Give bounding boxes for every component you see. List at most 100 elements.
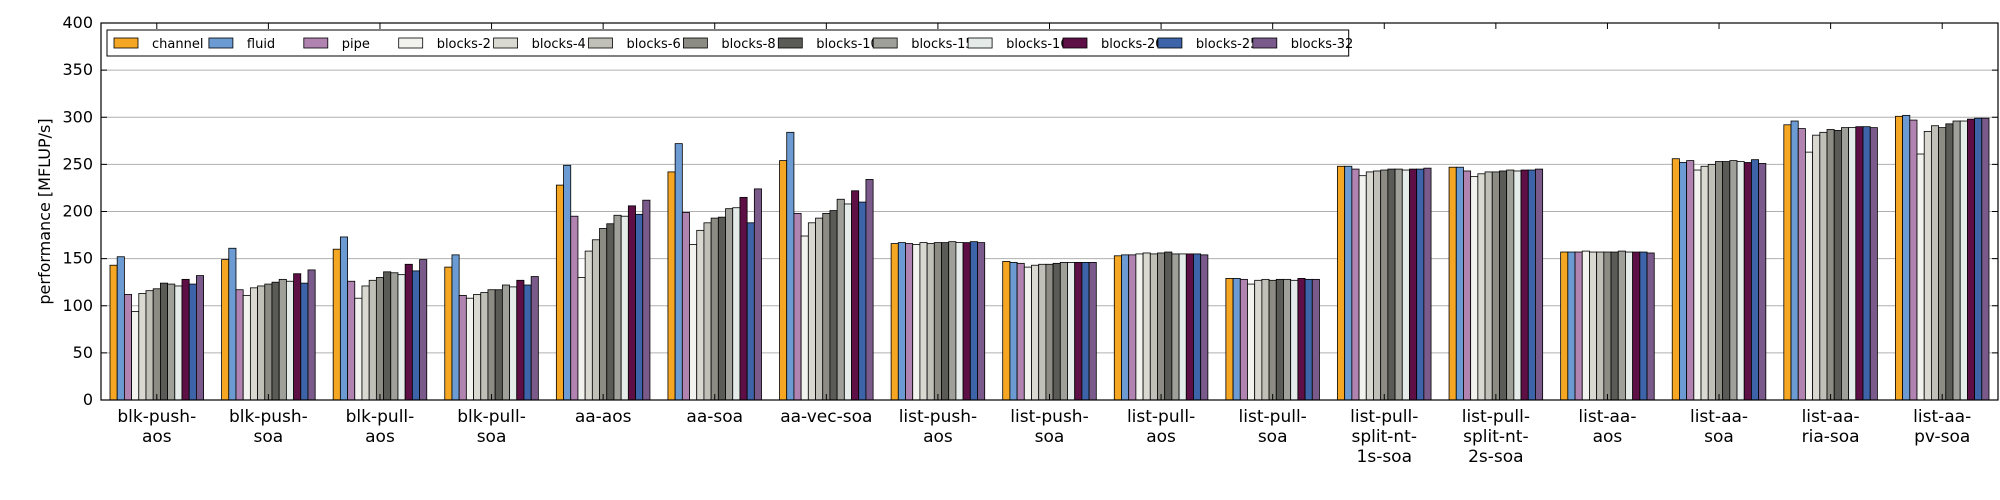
bar-blocks-15 <box>1059 261 1068 401</box>
bar-blocks-6 <box>1261 278 1270 401</box>
bar-blocks-32 <box>865 179 874 401</box>
bar-blocks-4 <box>1589 251 1598 401</box>
bar-blocks-10 <box>1722 161 1731 401</box>
bar-blocks-4 <box>138 293 147 401</box>
x-tick-label: soa <box>254 427 284 447</box>
bar-blocks-16 <box>1848 127 1857 401</box>
bar-blocks-10 <box>1275 278 1284 401</box>
bar-pipe <box>1686 160 1695 401</box>
bar-blocks-20 <box>293 273 302 401</box>
legend-label-blocks-8: blocks-8 <box>721 37 775 52</box>
legend-swatch-blocks-16 <box>967 37 993 49</box>
legend-label-channel: channel <box>152 37 203 52</box>
bar-blocks-6 <box>815 217 824 401</box>
bar-blocks-6 <box>257 285 266 401</box>
bar-blocks-25 <box>1081 261 1090 401</box>
bar-blocks-6 <box>926 243 935 401</box>
bar-blocks-32 <box>1200 254 1209 401</box>
bar-pipe <box>793 212 802 401</box>
bar-channel <box>890 243 899 401</box>
bar-blocks-20 <box>1520 169 1529 401</box>
bar-fluid <box>1344 165 1353 401</box>
bar-pipe <box>458 294 467 401</box>
bar-pipe <box>1909 119 1918 401</box>
bar-blocks-25 <box>1751 159 1760 401</box>
bar-blocks-8 <box>933 242 942 401</box>
bar-blocks-32 <box>977 242 986 401</box>
bar-pipe <box>347 280 356 401</box>
bar-blocks-15 <box>278 278 287 401</box>
bar-fluid <box>786 131 795 401</box>
bar-blocks-16 <box>1625 251 1634 401</box>
bar-blocks-25 <box>1527 169 1536 401</box>
bar-blocks-32 <box>1311 278 1320 401</box>
x-tick-label: list-aa- <box>1578 407 1636 427</box>
bar-pipe <box>681 212 690 401</box>
x-tick-label: soa <box>1035 427 1065 447</box>
bar-blocks-6 <box>1819 131 1828 401</box>
bar-blocks-25 <box>858 201 867 401</box>
bar-blocks-6 <box>1931 125 1940 401</box>
bar-fluid <box>339 236 348 401</box>
bar-blocks-6 <box>1484 171 1493 401</box>
bar-blocks-2 <box>577 277 586 401</box>
bar-blocks-4 <box>473 294 482 401</box>
bar-blocks-4 <box>807 222 816 401</box>
bar-channel <box>444 266 453 401</box>
bar-blocks-4 <box>1254 279 1263 401</box>
x-tick-label: split-nt- <box>1463 427 1528 447</box>
legend-swatch-channel <box>113 37 139 49</box>
bar-blocks-25 <box>1193 253 1202 401</box>
bar-blocks-6 <box>591 239 600 401</box>
bar-blocks-8 <box>599 228 608 401</box>
bar-blocks-8 <box>1603 251 1612 401</box>
x-tick-label: aos <box>365 427 395 447</box>
bar-blocks-2 <box>354 297 363 401</box>
bar-blocks-2 <box>1916 153 1925 401</box>
x-tick-label: 1s-soa <box>1357 447 1412 467</box>
bar-channel <box>1671 158 1680 401</box>
x-tick-label: aa-vec-soa <box>780 407 872 427</box>
x-tick-label: list-aa- <box>1690 407 1748 427</box>
bar-blocks-20 <box>627 205 636 401</box>
bar-blocks-16 <box>955 242 964 401</box>
x-tick-label: blk-pull- <box>346 407 415 427</box>
legend-label-blocks-25: blocks-25 <box>1196 37 1259 52</box>
bar-channel <box>332 248 341 401</box>
bar-channel <box>1113 255 1122 401</box>
bar-blocks-4 <box>696 229 705 401</box>
bar-blocks-32 <box>1758 163 1767 401</box>
legend-label-pipe: pipe <box>342 37 370 52</box>
x-tick-label: 2s-soa <box>1468 447 1523 467</box>
bar-blocks-2 <box>465 297 474 401</box>
bar-blocks-25 <box>1639 251 1648 401</box>
bar-blocks-6 <box>1038 263 1047 401</box>
x-tick-label: split-nt- <box>1352 427 1417 447</box>
y-tick-label: 350 <box>62 60 93 79</box>
bar-blocks-20 <box>739 196 748 401</box>
bar-pipe <box>1239 278 1248 401</box>
bar-pipe <box>1797 128 1806 401</box>
bar-blocks-20 <box>1855 126 1864 401</box>
bar-blocks-10 <box>1833 130 1842 401</box>
x-tick-label: list-push- <box>899 407 977 427</box>
bar-blocks-10 <box>941 242 950 401</box>
legend-label-blocks-2: blocks-2 <box>437 37 491 52</box>
bar-blocks-6 <box>368 279 377 401</box>
bar-blocks-16 <box>509 286 518 401</box>
bar-blocks-16 <box>285 280 294 401</box>
bar-blocks-4 <box>1700 165 1709 401</box>
bar-blocks-20 <box>1632 251 1641 401</box>
legend-label-blocks-4: blocks-4 <box>532 37 586 52</box>
bar-blocks-8 <box>487 289 496 401</box>
bar-blocks-32 <box>1535 168 1544 401</box>
bar-blocks-15 <box>948 241 957 401</box>
bar-blocks-16 <box>1178 253 1187 401</box>
bar-blocks-10 <box>1610 251 1619 401</box>
bar-channel <box>1448 166 1457 401</box>
bar-pipe <box>1574 251 1583 401</box>
bar-blocks-25 <box>746 222 755 401</box>
bars <box>109 114 1990 401</box>
bar-blocks-15 <box>1283 278 1292 401</box>
bar-blocks-16 <box>174 285 183 401</box>
